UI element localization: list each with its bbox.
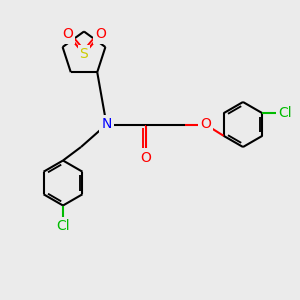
Text: N: N <box>101 118 112 131</box>
Text: S: S <box>80 47 88 61</box>
Text: O: O <box>200 118 211 131</box>
Text: O: O <box>140 151 151 164</box>
Text: O: O <box>62 28 73 41</box>
Text: O: O <box>95 28 106 41</box>
Text: Cl: Cl <box>278 106 292 120</box>
Text: Cl: Cl <box>56 220 70 233</box>
